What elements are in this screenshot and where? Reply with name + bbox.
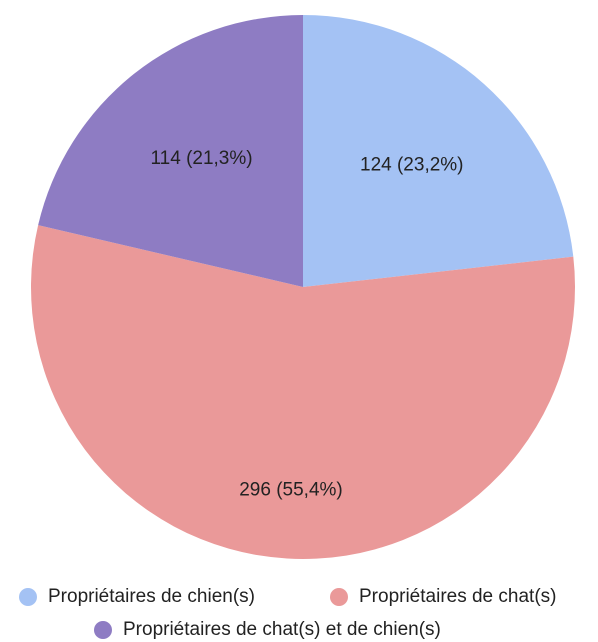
legend-label: Propriétaires de chien(s) [48, 586, 255, 607]
slice-label: 296 (55,4%) [239, 480, 343, 501]
pie-slice [30, 225, 575, 560]
legend-swatch [94, 621, 112, 639]
legend-swatch [19, 588, 37, 606]
legend-swatch [330, 588, 348, 606]
pie-slice [303, 15, 574, 287]
legend-label: Propriétaires de chat(s) [359, 586, 556, 607]
slice-label: 114 (21,3%) [151, 148, 253, 169]
slice-label: 124 (23,2%) [360, 154, 464, 175]
legend-label: Propriétaires de chat(s) et de chien(s) [123, 619, 441, 640]
pie-slice [38, 15, 304, 287]
